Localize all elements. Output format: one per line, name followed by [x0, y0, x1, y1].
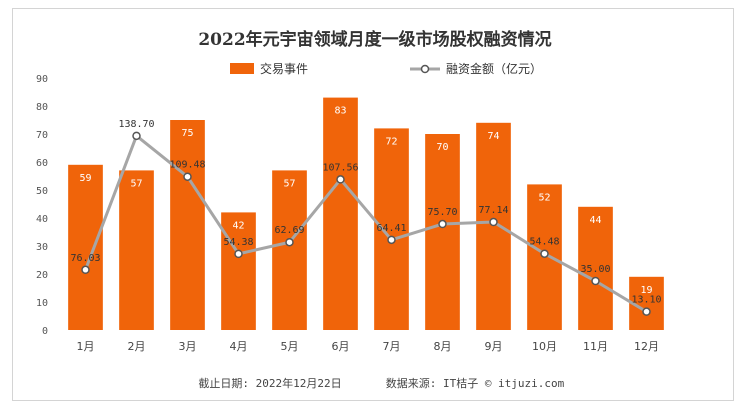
bar — [119, 170, 154, 330]
bar — [170, 120, 205, 330]
line-value-label: 75.70 — [427, 207, 457, 218]
y-tick-label: 20 — [36, 270, 48, 281]
x-axis: 1月 2月 3月 4月 5月 6月 7月 8月 9月 10月 11月 12月 — [77, 340, 660, 353]
line-point — [540, 249, 549, 258]
bar-value-label: 19 — [640, 285, 652, 296]
line-value-label: 107.56 — [322, 162, 358, 173]
y-tick-label: 40 — [36, 214, 48, 225]
y-tick-label: 30 — [36, 242, 48, 253]
y-tick-label: 0 — [42, 326, 48, 337]
bar-value-label: 72 — [385, 136, 397, 147]
line-value-label: 35.00 — [580, 264, 610, 275]
bar-value-label: 75 — [181, 128, 193, 139]
bar-value-label: 42 — [232, 220, 244, 231]
legend-bar-label: 交易事件 — [260, 61, 308, 76]
line-value-label: 62.69 — [274, 225, 304, 236]
bar-value-label: 74 — [487, 131, 499, 142]
bar-value-label: 59 — [79, 173, 91, 184]
line-value-label: 109.48 — [169, 160, 205, 171]
bar-value-label: 44 — [589, 215, 601, 226]
line-point — [591, 276, 600, 286]
x-tick-label: 9月 — [485, 340, 503, 353]
line-series — [81, 131, 651, 316]
bar — [578, 206, 613, 330]
line-value-label: 13.10 — [631, 295, 661, 306]
line-point — [285, 237, 294, 247]
line-point — [336, 175, 345, 184]
legend-line-marker — [420, 64, 430, 74]
bars — [68, 97, 664, 330]
line-value-label: 77.14 — [478, 205, 508, 216]
line-value-label: 64.41 — [376, 223, 406, 234]
x-tick-label: 5月 — [281, 340, 299, 353]
x-tick-label: 1月 — [77, 340, 95, 353]
line-point — [489, 217, 498, 227]
bar — [272, 170, 307, 330]
line-path — [84, 134, 648, 313]
line-point — [132, 131, 141, 141]
line-point — [438, 219, 447, 229]
bar-value-label: 57 — [283, 178, 295, 189]
line-point — [234, 249, 243, 259]
line-point — [81, 265, 90, 275]
bar-value-label: 83 — [334, 106, 346, 117]
y-tick-label: 10 — [36, 298, 48, 309]
legend: 交易事件 融资金额（亿元） — [230, 61, 542, 76]
line-point — [642, 307, 651, 316]
line-value-label: 54.48 — [529, 237, 559, 248]
y-axis: 0 10 20 30 40 50 60 70 80 90 — [36, 74, 48, 337]
legend-line-label: 融资金额（亿元） — [446, 61, 542, 76]
line-labels: 76.03 138.70 109.48 54.38 62.69 107.56 64.41 75… — [70, 119, 661, 306]
y-tick-label: 80 — [36, 102, 48, 113]
bar — [221, 212, 256, 330]
x-tick-label: 7月 — [383, 340, 401, 353]
bar — [476, 122, 511, 330]
x-tick-label: 10月 — [532, 340, 557, 353]
bar — [425, 134, 460, 330]
line-value-label: 138.70 — [118, 119, 154, 130]
y-tick-label: 60 — [36, 158, 48, 169]
line-value-label: 54.38 — [223, 237, 253, 248]
x-tick-label: 6月 — [332, 340, 350, 353]
y-tick-label: 90 — [36, 74, 48, 85]
bar-value-label: 70 — [436, 142, 448, 153]
footer-date: 截止日期: 2022年12月22日 — [198, 376, 341, 390]
bar — [374, 128, 409, 330]
legend-bar-swatch — [230, 63, 254, 74]
bar-value-label: 52 — [538, 192, 550, 203]
y-tick-label: 50 — [36, 186, 48, 197]
bar — [68, 164, 103, 330]
bar — [323, 97, 358, 330]
x-tick-label: 4月 — [230, 340, 248, 353]
x-tick-label: 2月 — [128, 340, 146, 353]
x-tick-label: 8月 — [434, 340, 452, 353]
x-tick-label: 3月 — [179, 340, 197, 353]
footer-source: 数据来源: IT桔子 © itjuzi.com — [386, 376, 565, 390]
line-point — [183, 172, 192, 181]
x-tick-label: 11月 — [583, 340, 608, 353]
line-point — [387, 235, 396, 245]
y-tick-label: 70 — [36, 130, 48, 141]
x-tick-label: 12月 — [634, 340, 659, 353]
line-value-label: 76.03 — [70, 253, 100, 264]
bar-value-label: 57 — [130, 178, 142, 189]
chart-title: 2022年元宇宙领域月度一级市场股权融资情况 — [198, 29, 551, 50]
bar-labels: 59 57 75 42 57 83 72 70 74 52 44 19 — [79, 106, 652, 296]
